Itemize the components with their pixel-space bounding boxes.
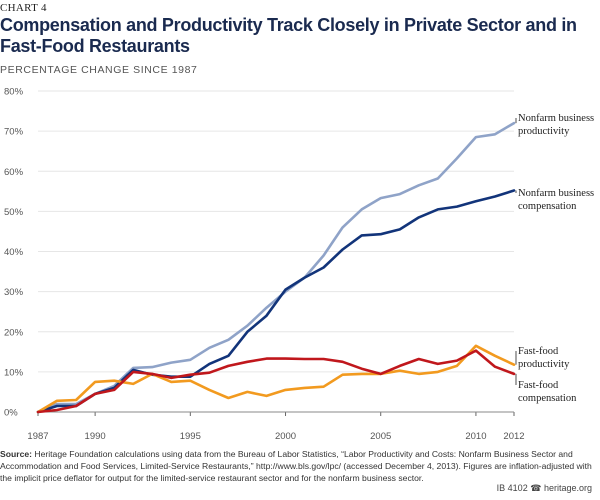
y-tick-label: 30% xyxy=(4,287,24,298)
chart-number-label: CHART 4 xyxy=(0,2,47,14)
series-label: compensation xyxy=(518,393,577,404)
series-label: productivity xyxy=(518,126,570,137)
x-tick-label: 2010 xyxy=(465,431,486,442)
source-note: Source: Heritage Foundation calculations… xyxy=(0,448,592,484)
series-line xyxy=(36,189,516,414)
bell-icon: ☎ xyxy=(530,483,542,493)
series-line xyxy=(36,349,516,414)
y-tick-label: 80% xyxy=(4,87,24,98)
chart-subtitle: PERCENTAGE CHANGE SINCE 1987 xyxy=(0,64,198,76)
series-label: productivity xyxy=(518,359,570,370)
y-tick-label: 70% xyxy=(4,127,24,138)
y-tick-label: 20% xyxy=(4,327,24,338)
series-line xyxy=(36,344,516,414)
x-tick-label: 1995 xyxy=(180,431,201,442)
footer: IB 4102 ☎ heritage.org xyxy=(497,483,592,494)
x-tick-label: 1990 xyxy=(85,431,106,442)
source-text: Heritage Foundation calculations using d… xyxy=(0,449,592,483)
report-id: IB 4102 xyxy=(496,483,528,493)
series-label: Nonfarm business xyxy=(518,113,594,124)
x-tick-label: 2000 xyxy=(275,431,296,442)
series-lines xyxy=(36,121,516,414)
y-tick-label: 0% xyxy=(4,408,18,419)
y-axis-ticks: 0% 10% 20% 30% 40% 50% 60% 70% 80% xyxy=(4,87,24,419)
chart-title: Compensation and Productivity Track Clos… xyxy=(0,15,577,56)
gridlines xyxy=(38,90,514,373)
site-name: heritage.org xyxy=(543,483,592,493)
series-labels: Nonfarm business productivity Nonfarm busi… xyxy=(515,113,594,404)
series-label: Fast-food xyxy=(518,346,559,357)
y-tick-label: 10% xyxy=(4,367,24,378)
x-tick-label: 2005 xyxy=(370,431,391,442)
series-label: Fast-food xyxy=(518,380,559,391)
series-label: Nonfarm business xyxy=(518,188,594,199)
series-label: compensation xyxy=(518,201,577,212)
y-tick-label: 60% xyxy=(4,167,24,178)
x-axis-ticks: 1987 1990 1995 2000 2005 2010 2012 xyxy=(27,412,525,442)
x-tick-label: 2012 xyxy=(503,431,524,442)
y-tick-label: 50% xyxy=(4,207,24,218)
y-tick-label: 40% xyxy=(4,247,24,258)
source-label: Source: xyxy=(0,449,32,459)
series-line xyxy=(36,121,516,414)
x-tick-label: 1987 xyxy=(27,431,48,442)
